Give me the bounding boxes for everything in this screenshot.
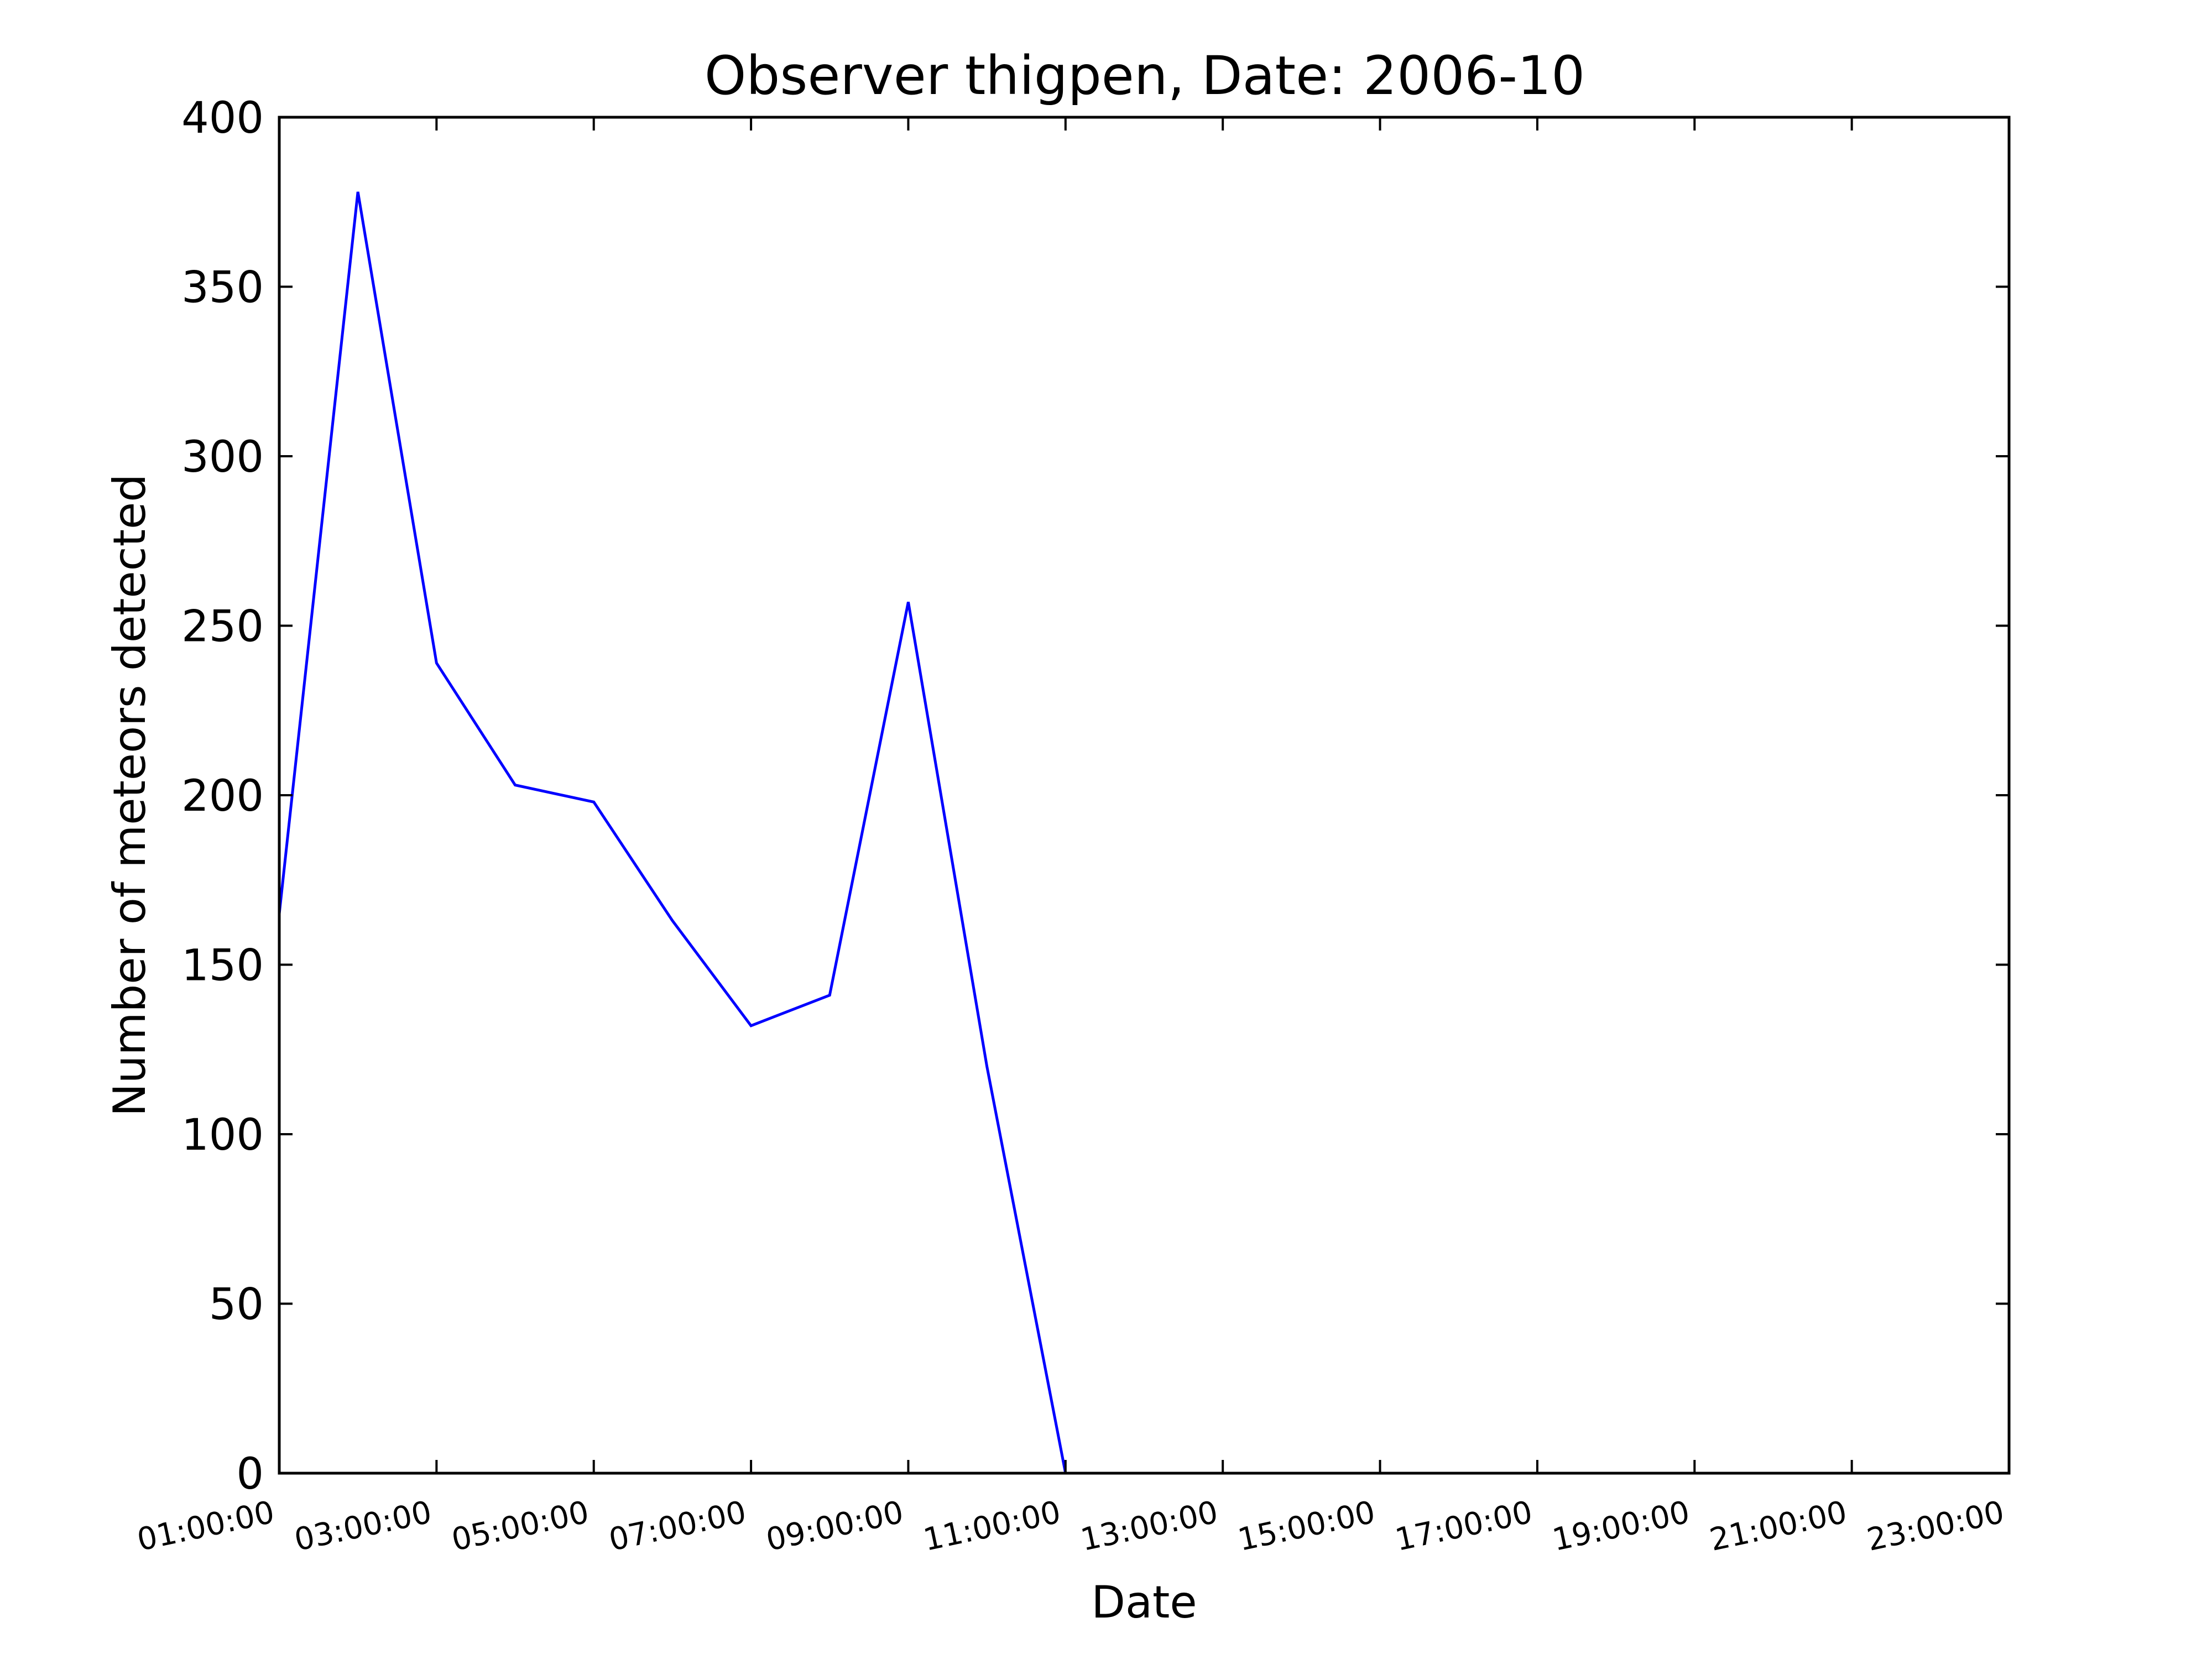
y-tick-label: 150	[181, 941, 264, 991]
series-line	[278, 191, 1067, 1474]
plot-area	[278, 116, 2011, 1475]
y-tick-label: 300	[181, 432, 264, 482]
y-tick-label: 200	[181, 771, 264, 821]
x-axis-title: Date	[1091, 1577, 1197, 1628]
y-tick-label: 100	[181, 1110, 264, 1160]
plot-frame	[278, 116, 2011, 1475]
y-tick-label: 400	[181, 93, 264, 143]
y-axis-tick-labels: 0 50 100 150 200 250 300 350 400	[181, 93, 264, 1499]
y-tick-label: 0	[236, 1449, 264, 1499]
plot-background	[279, 117, 2009, 1473]
y-tick-label: 250	[181, 602, 264, 652]
chart-title: Observer thigpen, Date: 2006-10	[705, 45, 1585, 107]
y-axis-title: Number of meteors detected	[104, 474, 155, 1117]
y-tick-label: 50	[209, 1280, 264, 1330]
y-tick-label: 350	[181, 263, 264, 313]
